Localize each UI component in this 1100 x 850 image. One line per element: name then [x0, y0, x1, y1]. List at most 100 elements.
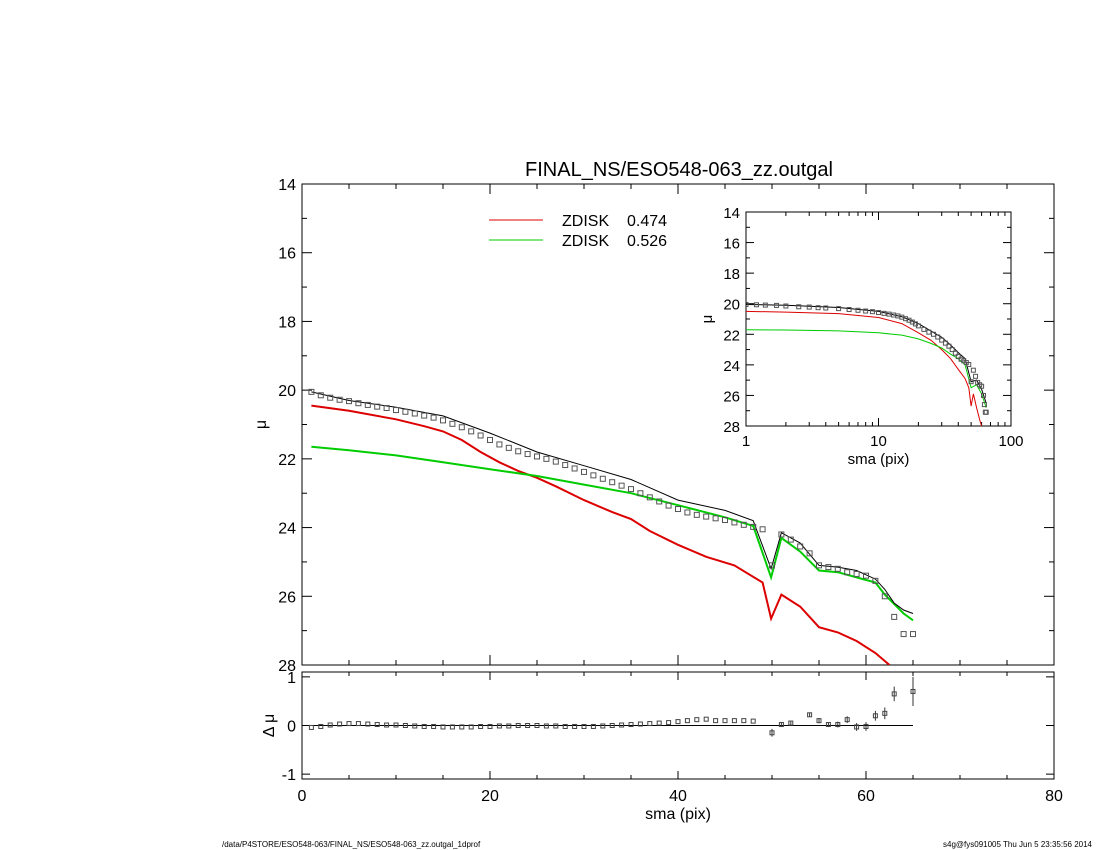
residual-data-point: [609, 723, 615, 728]
inset-y-tick-label: 14: [723, 205, 740, 222]
residual-x-tick-label: 80: [1045, 788, 1063, 805]
main-data-point: [468, 428, 475, 435]
residual-data-point: [440, 724, 446, 730]
inset-data-point: [980, 392, 986, 398]
inset-data-point: [876, 310, 881, 316]
main-data-point: [778, 531, 785, 538]
inset-data-point: [955, 354, 961, 360]
residual-data-point: [562, 723, 568, 729]
residual-data-point: [807, 712, 813, 718]
main-data-point: [430, 414, 437, 421]
residual-data-point: [863, 723, 869, 729]
main-data-point: [628, 486, 634, 493]
main-data-point: [571, 465, 578, 472]
main-data-point: [496, 441, 503, 448]
main-y-tick-label: 16: [278, 246, 296, 263]
legend-value: 0.526: [627, 233, 667, 250]
main-data-point: [346, 398, 352, 405]
residual-y-tick-label: 1: [287, 670, 296, 687]
inset-data-point: [886, 311, 892, 317]
main-data-point: [816, 562, 822, 569]
inset-data-point: [942, 340, 948, 346]
inset-x-tick-label: 1: [742, 433, 750, 450]
main-y-axis-label: μ: [253, 420, 270, 429]
inset-background: [746, 212, 1011, 426]
main-y-tick-label: 14: [278, 177, 296, 194]
residual-data-point: [825, 722, 831, 728]
main-data-point: [806, 550, 813, 557]
main-data-point: [562, 462, 569, 469]
main-data-point: [863, 572, 869, 579]
main-data-point: [891, 613, 898, 620]
residual-data-point: [731, 718, 737, 724]
inset-y-tick-label: 16: [723, 236, 740, 253]
main-data-point: [599, 475, 606, 482]
main-series-line: [311, 404, 891, 665]
inset-data-point: [949, 347, 955, 353]
inset-y-tick-label: 20: [723, 297, 740, 314]
residual-data-point: [816, 718, 822, 724]
main-y-tick-label: 22: [278, 452, 296, 469]
inset-data-point: [930, 331, 936, 337]
residual-data-point: [459, 724, 465, 730]
residual-y-tick-label: -1: [282, 767, 296, 784]
residual-data-point: [656, 720, 662, 726]
main-data-point: [383, 405, 390, 412]
main-y-tick-label: 28: [278, 658, 296, 675]
inset-data-point: [869, 309, 875, 315]
inset-data-point: [983, 409, 989, 415]
main-data-point: [609, 479, 616, 486]
main-data-point: [374, 403, 381, 410]
inset-series-line: [746, 304, 987, 404]
main-data-point: [675, 506, 681, 513]
inset-data-point: [806, 304, 812, 310]
main-y-tick-label: 24: [278, 521, 296, 538]
main-data-point: [440, 417, 446, 424]
inset-x-tick-label: 10: [870, 433, 887, 450]
main-data-point: [308, 388, 315, 395]
main-data-point: [769, 562, 775, 569]
main-data-point: [364, 401, 371, 408]
main-data-point: [910, 631, 916, 638]
main-y-tick-label: 26: [278, 589, 296, 606]
residual-data-point: [496, 723, 502, 729]
residual-x-axis-label: sma (pix): [645, 806, 711, 823]
inset-data-point: [915, 323, 921, 329]
main-data-point: [844, 569, 851, 576]
inset-y-tick-label: 26: [723, 388, 740, 405]
inset-y-tick-label: 28: [723, 419, 740, 436]
main-data-point: [458, 424, 465, 431]
main-data-point: [552, 458, 559, 465]
residual-data-point: [412, 723, 418, 729]
main-data-point: [853, 570, 860, 577]
residual-data-point: [327, 722, 333, 728]
residual-data-point: [525, 723, 531, 728]
inset-data-point: [774, 302, 780, 308]
residual-data-point: [788, 720, 794, 726]
inset-data-point: [973, 373, 979, 379]
inset-y-tick-label: 22: [723, 327, 740, 344]
legend-label: ZDISK: [562, 213, 609, 230]
residual-data-point: [637, 721, 643, 727]
main-data-point: [646, 494, 653, 501]
legend-label: ZDISK: [562, 233, 609, 250]
footer-file-path: /data/P4STORE/ESO548-063/FINAL_NS/ESO548…: [222, 840, 481, 849]
residual-data-point: [431, 723, 437, 729]
main-data-point: [327, 394, 334, 401]
main-y-tick-label: 20: [278, 383, 296, 400]
inset-data-point: [823, 305, 829, 311]
residual-data-point: [553, 723, 559, 729]
residual-data-point: [581, 723, 587, 729]
inset-data-point: [815, 305, 821, 311]
residual-x-tick-label: 40: [669, 788, 687, 805]
residual-data-point: [318, 723, 324, 729]
residual-data-point: [402, 723, 408, 728]
main-data-point: [872, 577, 879, 584]
main-data-point: [703, 513, 710, 520]
residual-data-point: [384, 722, 390, 728]
main-data-point: [693, 511, 700, 518]
chart-title: FINAL_NS/ESO548-063_zz.outgal: [525, 159, 833, 181]
residual-x-tick-label: 20: [481, 788, 499, 805]
residual-y-tick-label: 0: [287, 719, 296, 736]
